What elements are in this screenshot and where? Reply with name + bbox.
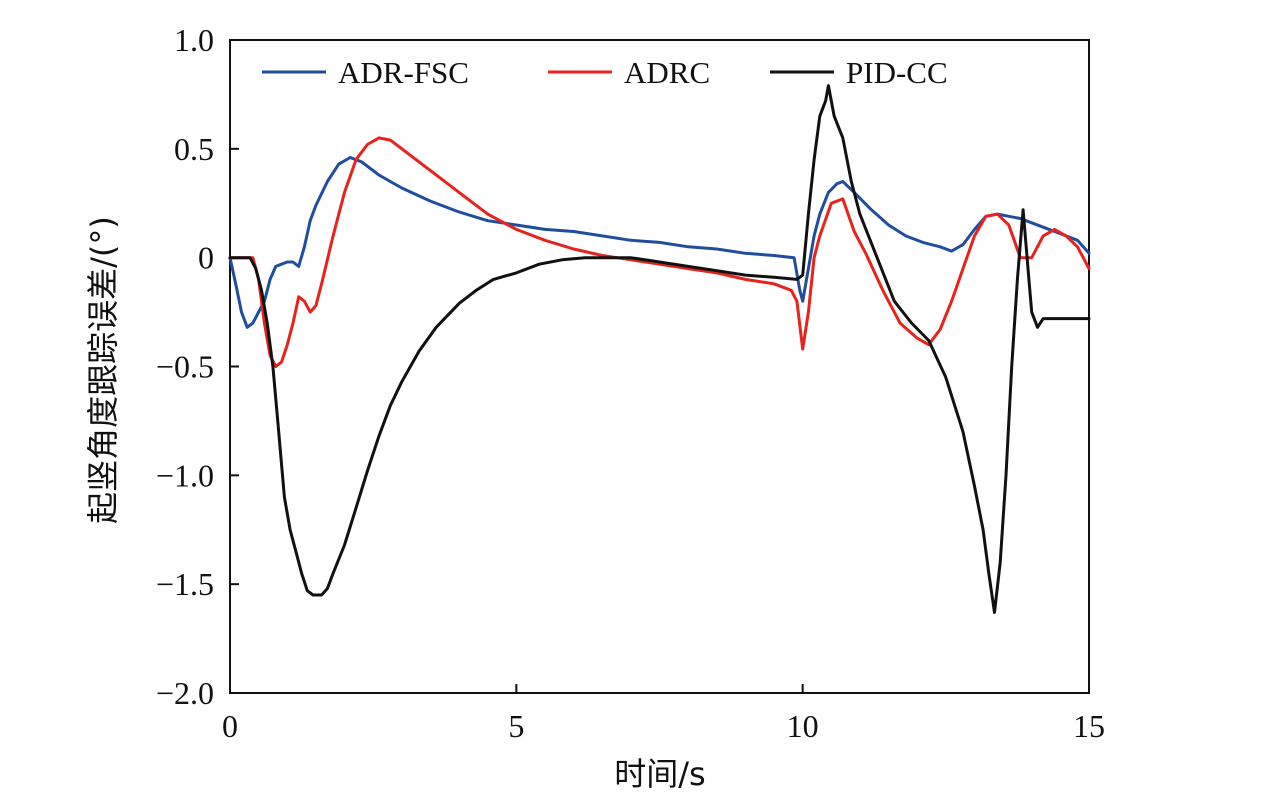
legend-label: ADR-FSC	[338, 55, 469, 90]
x-tick-label: 10	[787, 708, 819, 744]
y-tick-label: −0.5	[156, 349, 214, 385]
x-tick-label: 5	[508, 708, 524, 744]
y-tick-label: 1.0	[174, 22, 214, 58]
series-lines	[228, 84, 1091, 614]
y-tick-label: −2.0	[156, 675, 214, 711]
x-axis-title: 时间/s	[614, 755, 705, 793]
y-tick-label: 0	[198, 240, 214, 276]
series-line-pid-cc	[228, 84, 1091, 614]
y-tick-label: −1.5	[156, 566, 214, 602]
x-tick-label: 15	[1073, 708, 1105, 744]
legend-label: PID-CC	[846, 55, 948, 90]
x-tick-label: 0	[222, 708, 238, 744]
y-tick-label: 0.5	[174, 131, 214, 167]
y-axis-title: 起竖角度跟踪误差/(°)	[84, 216, 122, 524]
y-tick-label: −1.0	[156, 457, 214, 493]
legend: ADR-FSC ADRC PID-CC	[262, 55, 948, 90]
plot-frame	[229, 39, 1090, 694]
series-line-adr-fsc	[228, 156, 1091, 329]
axis-ticks	[229, 39, 1090, 694]
legend-label: ADRC	[624, 55, 710, 90]
axis-tick-labels: 0 5 10 15 1.0 0.5 0 −0.5 −1.0 −1.5 −2.0	[156, 22, 1105, 744]
series-line-adrc	[228, 136, 1091, 368]
